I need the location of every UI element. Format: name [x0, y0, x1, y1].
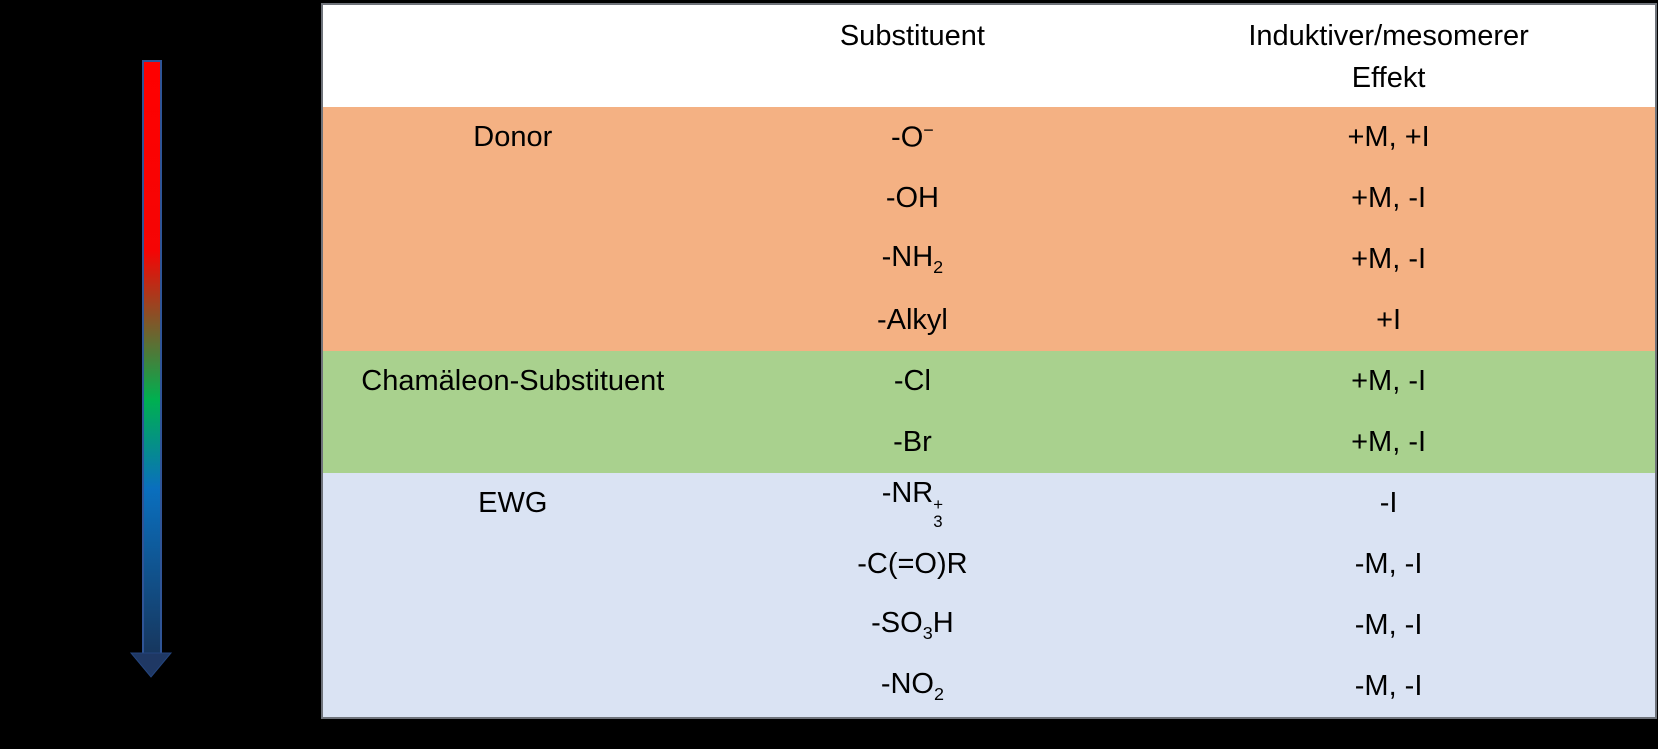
effect-cell: -M, -I	[1354, 548, 1423, 581]
table-row: -OH +M, -I	[323, 168, 1655, 229]
effect-cell: -I	[1379, 487, 1398, 520]
effect-cell: +M, -I	[1351, 365, 1427, 398]
effect-cell: +I	[1376, 304, 1402, 337]
substituent-cell: -NR +3	[881, 477, 944, 531]
substituent-cell: -Br	[893, 426, 932, 459]
table-row: Donor -O− +M, +I	[323, 107, 1655, 168]
substituent-cell: -Cl	[893, 365, 931, 398]
stacked-charge: +3	[933, 494, 944, 531]
category-cell: Chamäleon-Substituent	[361, 365, 665, 398]
header-effect-line1: Induktiver/mesomerer	[1248, 20, 1529, 52]
header-substituent: Substituent	[839, 20, 985, 52]
table-row: -NO2 -M, -I	[323, 656, 1655, 717]
category-cell: Donor	[473, 121, 553, 154]
substituent-effects-table: Substituent Induktiver/mesomerer Effekt …	[321, 3, 1657, 719]
substituent-cell: -SO3H	[871, 607, 954, 644]
effect-cell: +M, -I	[1351, 243, 1427, 276]
header-effect-line2: Effekt	[1351, 62, 1426, 94]
effect-cell: -M, -I	[1354, 609, 1423, 642]
effect-cell: +M, +I	[1347, 121, 1430, 154]
substituent-cell: -C(=O)R	[857, 548, 968, 581]
effect-cell: +M, -I	[1351, 426, 1427, 459]
section-chameleon: Chamäleon-Substituent -Cl +M, -I -Br +M,…	[323, 351, 1655, 473]
substituent-cell: -O−	[891, 119, 934, 154]
table-row: -Br +M, -I	[323, 412, 1655, 473]
substituent-cell: -NH2	[881, 241, 944, 278]
category-cell: EWG	[478, 487, 548, 520]
table-row: -NH2 +M, -I	[323, 229, 1655, 290]
table-header-row: Substituent Induktiver/mesomerer Effekt	[323, 5, 1655, 107]
table-row: -SO3H -M, -I	[323, 595, 1655, 656]
substituent-cell: -OH	[885, 182, 939, 215]
substituent-cell: -NO2	[880, 668, 944, 705]
table-row: EWG -NR +3 -I	[323, 473, 1655, 534]
gradient-arrow-down-icon	[128, 60, 174, 678]
header-effect: Induktiver/mesomerer Effekt	[1122, 15, 1655, 99]
section-ewg: EWG -NR +3 -I -C(=O)R -M, -I -SO3H -M, -I…	[323, 473, 1655, 717]
effect-cell: -M, -I	[1354, 670, 1423, 703]
table-row: Chamäleon-Substituent -Cl +M, -I	[323, 351, 1655, 412]
table-row: -C(=O)R -M, -I	[323, 534, 1655, 595]
effect-cell: +M, -I	[1351, 182, 1427, 215]
substituent-cell: -Alkyl	[876, 304, 948, 337]
table-row: -Alkyl +I	[323, 290, 1655, 351]
section-donor: Donor -O− +M, +I -OH +M, -I -NH2 +M, -I …	[323, 107, 1655, 351]
